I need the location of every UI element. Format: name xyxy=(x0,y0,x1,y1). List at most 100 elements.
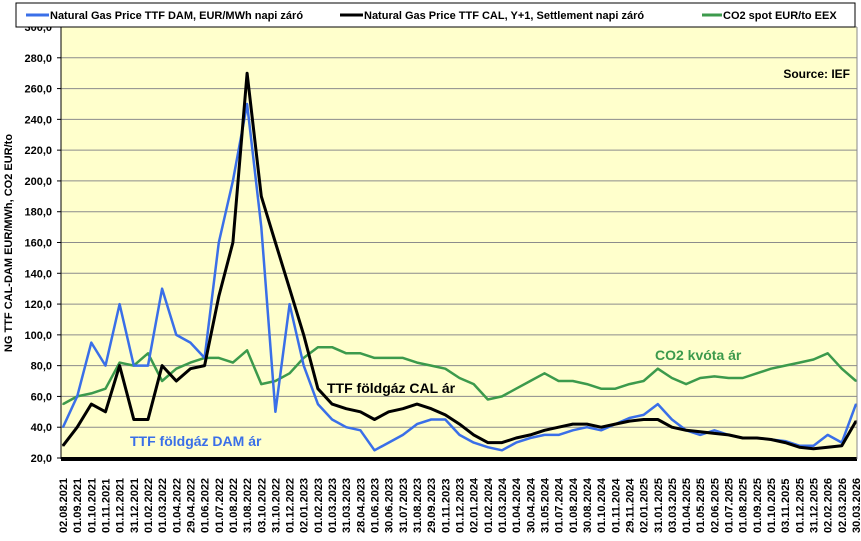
series-point-co2 xyxy=(90,392,93,395)
series-point-dam xyxy=(133,364,135,367)
series-point-cal xyxy=(133,418,135,421)
x-tick-label: 01.11.2021 xyxy=(100,479,112,533)
series-point-co2 xyxy=(685,383,687,385)
series-point-dam xyxy=(557,434,560,436)
series-point-dam xyxy=(444,418,447,421)
series-point-dam xyxy=(232,180,234,182)
series-point-cal xyxy=(841,444,843,447)
x-tick-label: 31.05.2024 xyxy=(539,477,551,533)
x-tick-label: 01.10.2024 xyxy=(596,477,608,533)
series-point-cal xyxy=(515,437,517,439)
series-point-co2 xyxy=(373,357,376,359)
x-tick-label: 31.01.2025 xyxy=(653,478,665,533)
co2-annotation: CO2 kvóta ár xyxy=(655,347,742,363)
series-point-co2 xyxy=(416,361,418,364)
series-point-co2 xyxy=(402,357,404,359)
series-point-cal xyxy=(189,367,192,370)
y-tick-label: 120,0 xyxy=(24,299,52,311)
series-point-cal xyxy=(359,411,362,413)
series-point-dam xyxy=(402,434,404,436)
x-tick-label: 01.10.2021 xyxy=(86,478,98,533)
series-point-cal xyxy=(812,447,815,450)
series-point-co2 xyxy=(699,377,702,379)
series-point-cal xyxy=(147,418,149,421)
x-tick-label: 30.08.2024 xyxy=(582,477,594,533)
series-point-cal xyxy=(90,403,93,405)
series-point-cal xyxy=(628,420,631,422)
y-axis-ticks: 20,0 40,0 60,0 80,0 100,0 120,0 140,0 160,0 180,… xyxy=(24,22,61,465)
series-point-co2 xyxy=(161,380,163,382)
series-point-dam xyxy=(416,423,418,425)
y-tick-label: 60,0 xyxy=(31,391,52,403)
x-tick-label: 01.10.2025 xyxy=(766,478,778,533)
x-tick-label: 30.03.2026 xyxy=(851,478,861,533)
series-point-dam xyxy=(430,418,432,421)
legend-label-cal: Natural Gas Price TTF CAL, Y+1, Settleme… xyxy=(364,10,644,22)
series-point-dam xyxy=(826,434,829,436)
series-point-dam xyxy=(118,303,121,305)
series-point-cal xyxy=(543,429,546,432)
y-tick-label: 280,0 xyxy=(24,53,52,65)
series-point-co2 xyxy=(855,380,857,382)
series-point-cal xyxy=(699,431,702,433)
y-tick-label: 240,0 xyxy=(24,114,52,126)
series-point-cal xyxy=(727,434,730,436)
x-tick-label: 01.08.2024 xyxy=(568,477,580,533)
series-point-cal xyxy=(260,195,263,198)
series-point-co2 xyxy=(756,372,758,375)
series-point-cal xyxy=(161,364,163,367)
x-tick-label: 01.12.2023 xyxy=(455,478,467,533)
x-tick-label: 01.05.2025 xyxy=(695,478,707,533)
series-point-co2 xyxy=(118,361,121,364)
series-point-cal xyxy=(402,407,404,410)
series-point-cal xyxy=(444,414,447,416)
x-tick-label: 01.11.2023 xyxy=(440,479,452,533)
x-tick-label: 01.07.2024 xyxy=(554,477,566,533)
series-point-cal xyxy=(784,441,786,444)
series-point-co2 xyxy=(501,395,503,398)
series-point-dam xyxy=(600,429,602,432)
series-point-co2 xyxy=(642,380,645,382)
series-point-co2 xyxy=(274,380,277,382)
x-tick-label: 01.02.2023 xyxy=(313,478,325,533)
series-point-dam xyxy=(628,417,631,419)
series-point-cal xyxy=(487,441,489,444)
series-point-dam xyxy=(671,418,673,421)
series-point-co2 xyxy=(175,367,178,370)
x-tick-label: 02.01.2025 xyxy=(639,478,651,533)
series-point-co2 xyxy=(515,387,517,390)
series-point-cal xyxy=(713,432,716,435)
series-point-co2 xyxy=(288,372,291,375)
x-tick-label: 02.02.2026 xyxy=(823,478,835,533)
series-point-cal xyxy=(529,434,532,436)
series-point-dam xyxy=(642,414,645,416)
series-point-cal xyxy=(798,446,801,449)
x-tick-label: 01.02.2022 xyxy=(143,478,155,533)
legend-label-co2: CO2 spot EUR/to EEX xyxy=(723,10,837,22)
x-tick-label: 01.12.2022 xyxy=(285,478,297,533)
legend: Natural Gas Price TTF DAM, EUR/MWh napi … xyxy=(15,2,856,28)
series-point-dam xyxy=(543,434,546,436)
series-point-cal xyxy=(614,423,617,425)
x-tick-label: 30.06.2023 xyxy=(384,478,396,533)
y-tick-label: 140,0 xyxy=(24,268,52,280)
series-point-cal xyxy=(76,426,78,429)
series-point-co2 xyxy=(104,387,107,390)
series-point-co2 xyxy=(656,367,659,370)
series-point-co2 xyxy=(826,352,829,355)
x-tick-label: 28.04.2023 xyxy=(355,478,367,533)
series-lines xyxy=(61,71,858,452)
series-point-co2 xyxy=(232,361,234,364)
series-point-co2 xyxy=(784,364,786,367)
x-tick-label: 30.04.2024 xyxy=(525,477,537,533)
series-point-dam xyxy=(260,226,263,228)
y-tick-label: 40,0 xyxy=(31,422,52,434)
series-point-cal xyxy=(685,429,687,432)
series-point-co2 xyxy=(189,361,192,364)
x-tick-label: 03.10.2022 xyxy=(256,478,268,533)
series-point-dam xyxy=(189,341,192,344)
series-point-co2 xyxy=(543,372,546,375)
series-point-cal xyxy=(756,437,758,439)
series-point-dam xyxy=(458,434,461,436)
